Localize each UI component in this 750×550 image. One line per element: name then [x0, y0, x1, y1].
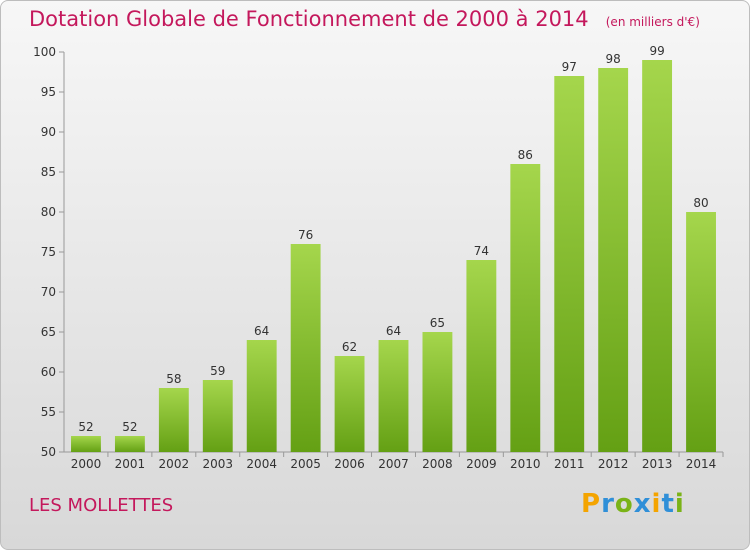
bar-value-label: 99 [649, 44, 664, 58]
x-tick-label: 2012 [598, 457, 629, 471]
bar [642, 60, 673, 452]
bar-value-label: 64 [386, 324, 401, 338]
y-tick-label: 90 [41, 125, 56, 139]
x-tick-label: 2005 [290, 457, 321, 471]
bar-value-label: 80 [693, 196, 708, 210]
bar-value-label: 86 [518, 148, 533, 162]
y-tick-label: 65 [41, 325, 56, 339]
x-tick-label: 2001 [115, 457, 146, 471]
bar [71, 436, 101, 452]
y-tick-label: 85 [41, 165, 56, 179]
bar [202, 380, 233, 452]
x-tick-label: 2004 [246, 457, 277, 471]
bar-value-label: 52 [78, 420, 93, 434]
bar [290, 244, 321, 452]
bar [598, 68, 629, 452]
bar [334, 356, 365, 452]
bar [686, 212, 716, 452]
bar [158, 388, 189, 452]
proxiti-logo[interactable]: Proxiti [581, 489, 685, 519]
chart-title-row: Dotation Globale de Fonctionnement de 20… [29, 7, 700, 31]
y-tick-label: 95 [41, 85, 56, 99]
chart-labels: 52 52 58 59 64 76 62 64 65 74 86 97 98 99 80 [78, 44, 708, 434]
bar [554, 76, 585, 452]
y-tick-label: 60 [41, 365, 56, 379]
bar [422, 332, 453, 452]
y-tick-label: 50 [41, 445, 56, 459]
bar-value-label: 74 [474, 244, 489, 258]
chart-title: Dotation Globale de Fonctionnement de 20… [29, 7, 589, 31]
y-tick-label: 55 [41, 405, 56, 419]
bar [246, 340, 277, 452]
x-tick-label: 2000 [71, 457, 102, 471]
bar-value-label: 58 [166, 372, 181, 386]
x-tick-label: 2009 [466, 457, 497, 471]
y-tick-label: 75 [41, 245, 56, 259]
bar [510, 164, 541, 452]
x-tick-label: 2011 [554, 457, 585, 471]
y-tick-label: 70 [41, 285, 56, 299]
bar [466, 260, 497, 452]
chart-bars [71, 60, 716, 452]
bar-value-label: 62 [342, 340, 357, 354]
x-tick-label: 2010 [510, 457, 541, 471]
x-tick-label: 2013 [642, 457, 673, 471]
bar [114, 436, 145, 452]
chart-axes: 50 55 60 65 70 75 80 85 90 95 100 2000 2001 2002 2003 2… [33, 45, 724, 471]
chart-unit: (en milliers d'€) [605, 15, 700, 29]
bar-value-label: 98 [606, 52, 621, 66]
commune-name: LES MOLLETTES [29, 495, 174, 516]
x-tick-label: 2007 [378, 457, 409, 471]
bar-value-label: 52 [122, 420, 137, 434]
bar-value-label: 97 [562, 60, 577, 74]
bar-value-label: 64 [254, 324, 269, 338]
x-tick-label: 2006 [334, 457, 365, 471]
bar-value-label: 65 [430, 316, 445, 330]
bar-value-label: 59 [210, 364, 225, 378]
x-tick-label: 2002 [159, 457, 190, 471]
x-tick-label: 2008 [422, 457, 453, 471]
y-tick-label: 100 [33, 45, 56, 59]
x-tick-label: 2014 [686, 457, 717, 471]
y-tick-label: 80 [41, 205, 56, 219]
x-tick-label: 2003 [202, 457, 233, 471]
bar-value-label: 76 [298, 228, 313, 242]
bar [378, 340, 409, 452]
